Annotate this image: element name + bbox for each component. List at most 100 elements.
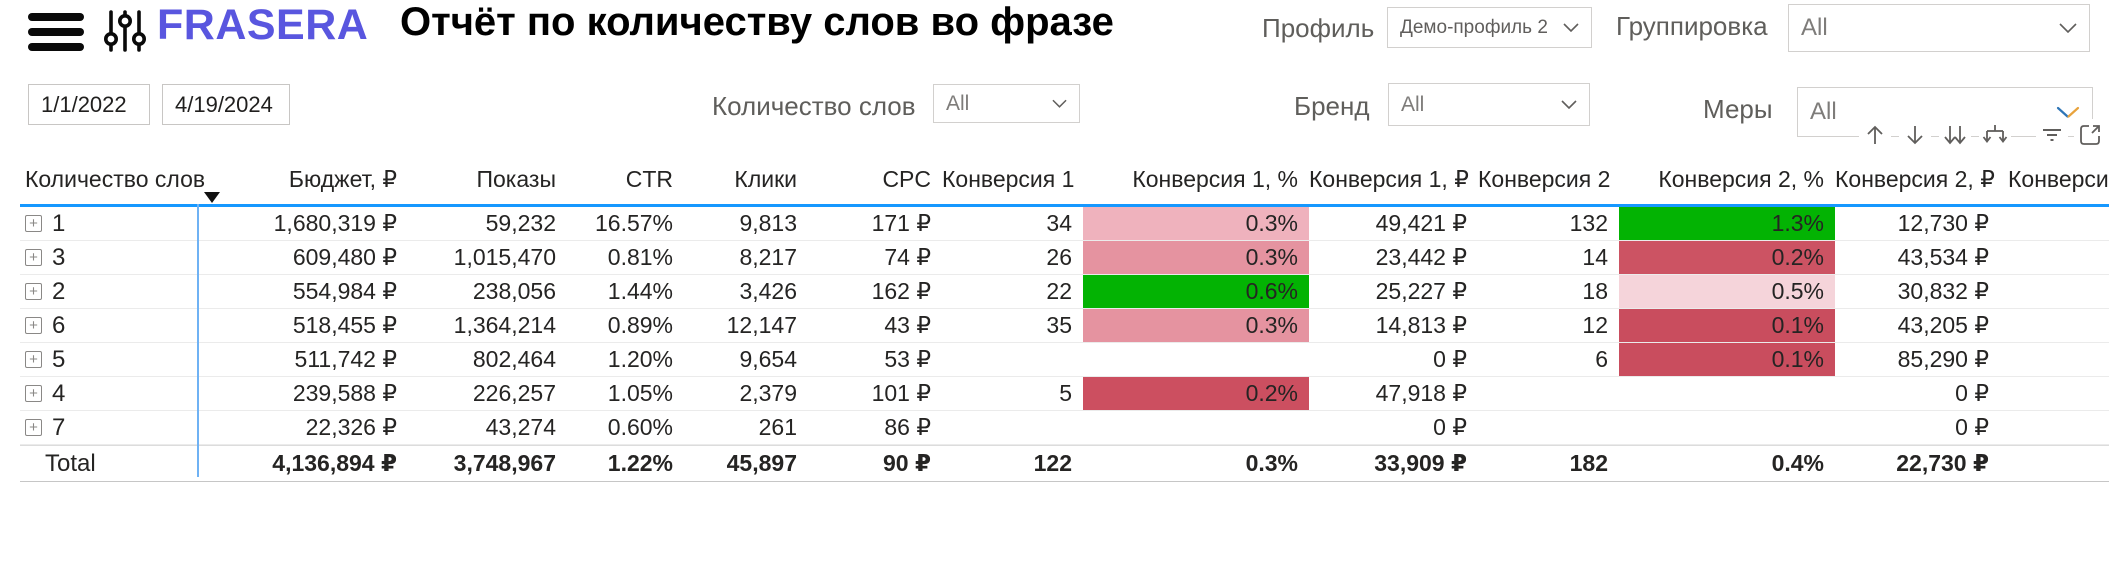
table-cell: 101 ₽ bbox=[871, 380, 931, 406]
table-cell bbox=[2000, 343, 2109, 376]
date-to-input[interactable]: 4/19/2024 bbox=[162, 84, 290, 125]
table-row: +7 22,326 ₽ 43,274 0.60% 261 86 ₽ 0 ₽ 0 ₽ bbox=[20, 411, 2109, 445]
table-cell: 6 bbox=[1595, 346, 1608, 372]
table-cell: 9,813 bbox=[739, 210, 797, 236]
conditional-format-cell: 0.3% bbox=[1083, 241, 1309, 274]
table-cell: 1,015,470 bbox=[453, 244, 556, 270]
expand-row-icon[interactable]: + bbox=[25, 215, 42, 232]
date-from-input[interactable]: 1/1/2022 bbox=[28, 84, 150, 125]
table-cell: 238,056 bbox=[472, 278, 556, 304]
word-count-label: Количество слов bbox=[712, 91, 916, 121]
column-header[interactable]: Клики bbox=[734, 166, 797, 192]
table-cell: 14 bbox=[1582, 244, 1608, 270]
table-cell: 90 ₽ bbox=[883, 450, 931, 476]
table-cell: 1.20% bbox=[607, 346, 673, 372]
table-cell: +6 bbox=[20, 309, 198, 342]
expand-row-icon[interactable]: + bbox=[25, 283, 42, 300]
expand-all-down-icon[interactable] bbox=[1939, 119, 1971, 151]
table-cell: 1,364,214 bbox=[453, 312, 556, 338]
table-top-border bbox=[20, 204, 2109, 207]
drill-down-icon[interactable] bbox=[1899, 119, 1931, 151]
table-cell: 8,217 bbox=[739, 244, 797, 270]
column-header[interactable]: Конверсия 2, ₽ bbox=[1835, 166, 1995, 192]
row-label: 2 bbox=[52, 277, 66, 305]
conditional-format-cell: 0.2% bbox=[1619, 241, 1835, 274]
filters-icon[interactable] bbox=[2036, 119, 2068, 151]
table-cell: +5 bbox=[20, 343, 198, 376]
table-cell: 132 bbox=[1569, 210, 1608, 236]
drill-up-icon[interactable] bbox=[1859, 119, 1891, 151]
expand-row-icon[interactable]: + bbox=[25, 351, 42, 368]
table-cell: 0.4% bbox=[1771, 450, 1824, 476]
table-cell bbox=[1478, 377, 1619, 410]
table-cell: 1.05% bbox=[607, 380, 673, 406]
conditional-format-cell: 1.3% bbox=[1619, 207, 1835, 240]
table-cell: 85,290 ₽ bbox=[1897, 346, 1989, 372]
expand-row-icon[interactable]: + bbox=[25, 385, 42, 402]
row-header-divider bbox=[197, 204, 199, 477]
table-cell: 22 bbox=[1046, 278, 1072, 304]
table-cell: 122 bbox=[1033, 450, 1072, 476]
table-cell: 22,730 ₽ bbox=[1896, 450, 1989, 476]
equalizer-logo-icon bbox=[102, 8, 148, 54]
column-header[interactable]: Конверсия 1, ₽ bbox=[1309, 166, 1469, 192]
column-header[interactable]: Бюджет, ₽ bbox=[288, 166, 397, 192]
table-header-row: Количество слов Бюджет, ₽ Показы CTR Клики CP… bbox=[20, 163, 2109, 204]
table-cell: 0 ₽ bbox=[1955, 414, 1989, 440]
table-cell: 33,909 ₽ bbox=[1374, 450, 1467, 476]
table-cell: +2 bbox=[20, 275, 198, 308]
column-header[interactable]: Показы bbox=[476, 166, 556, 192]
column-header[interactable]: Конверсия 2, % bbox=[1658, 166, 1824, 192]
column-header[interactable]: CPC bbox=[882, 166, 931, 192]
table-cell: +4 bbox=[20, 377, 198, 410]
table-cell bbox=[2000, 207, 2109, 240]
grouping-value: All bbox=[1801, 14, 1828, 41]
table-cell bbox=[942, 411, 1083, 444]
chevron-down-two-tone-icon bbox=[2056, 106, 2080, 119]
table-cell bbox=[942, 343, 1083, 376]
focus-mode-icon[interactable] bbox=[2074, 119, 2106, 151]
table-row: +3 609,480 ₽ 1,015,470 0.81% 8,217 74 ₽ 26 0.3%… bbox=[20, 241, 2109, 275]
row-label: 4 bbox=[52, 379, 66, 407]
table-cell: 0.3% bbox=[1245, 450, 1298, 476]
word-count-dropdown[interactable]: All bbox=[933, 84, 1080, 123]
conditional-format-cell: 0.1% bbox=[1619, 309, 1835, 342]
table-cell: +3 bbox=[20, 241, 198, 274]
table-row: +5 511,742 ₽ 802,464 1.20% 9,654 53 ₽ 0 ₽ 6 0.1%… bbox=[20, 343, 2109, 377]
profile-label: Профиль bbox=[1262, 13, 1375, 43]
table-cell: 0 ₽ bbox=[1433, 414, 1467, 440]
conditional-format-cell: 0.1% bbox=[1619, 343, 1835, 376]
sort-descending-icon[interactable] bbox=[204, 192, 220, 203]
measures-label: Меры bbox=[1703, 94, 1773, 124]
go-to-next-level-icon[interactable] bbox=[1979, 119, 2011, 151]
table-cell: 182 bbox=[1569, 450, 1608, 476]
hamburger-menu-icon[interactable] bbox=[28, 13, 84, 51]
row-label: Total bbox=[45, 449, 96, 477]
expand-row-icon[interactable]: + bbox=[25, 317, 42, 334]
table-cell bbox=[1083, 343, 1309, 376]
table-cell: 0 ₽ bbox=[1433, 346, 1467, 372]
column-header[interactable]: CTR bbox=[625, 166, 673, 192]
chevron-down-icon bbox=[1561, 100, 1577, 109]
column-header[interactable]: Конверсия 2 bbox=[1478, 166, 1611, 192]
column-header[interactable]: Количество слов bbox=[25, 166, 206, 192]
table-cell: 35 bbox=[1046, 312, 1072, 338]
column-header[interactable]: Конверсия 1, % bbox=[1132, 166, 1298, 192]
profile-dropdown[interactable]: Демо-профиль 2 bbox=[1387, 7, 1592, 48]
table-cell: 26 bbox=[1046, 244, 1072, 270]
brand-filter-label: Бренд bbox=[1294, 91, 1370, 121]
expand-row-icon[interactable]: + bbox=[25, 419, 42, 436]
table-cell: 1,680,319 ₽ bbox=[273, 210, 397, 236]
table-cell: 1.44% bbox=[607, 278, 673, 304]
brand-dropdown[interactable]: All bbox=[1388, 83, 1590, 126]
table-cell: 49,421 ₽ bbox=[1375, 210, 1467, 236]
table-cell bbox=[2000, 411, 2109, 444]
table-cell: 0 ₽ bbox=[1955, 380, 1989, 406]
table-cell bbox=[1083, 411, 1309, 444]
table-cell: +7 bbox=[20, 411, 198, 444]
expand-row-icon[interactable]: + bbox=[25, 249, 42, 266]
column-header[interactable]: Конверси bbox=[2008, 166, 2109, 192]
grouping-dropdown[interactable]: All bbox=[1788, 4, 2090, 52]
column-header[interactable]: Конверсия 1 bbox=[942, 166, 1075, 192]
